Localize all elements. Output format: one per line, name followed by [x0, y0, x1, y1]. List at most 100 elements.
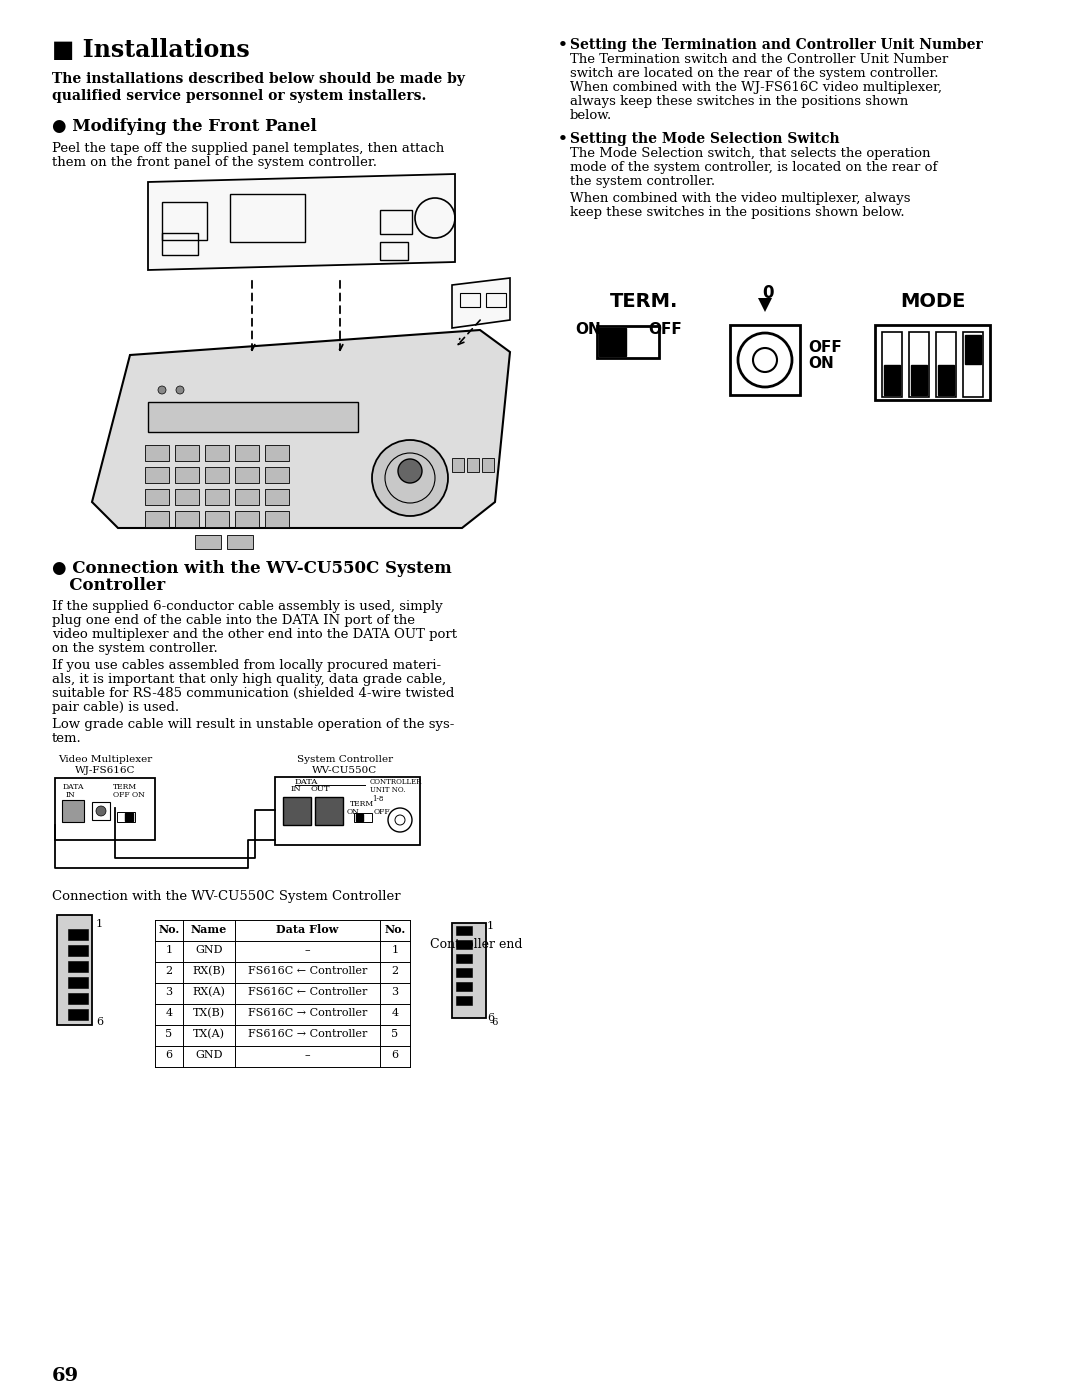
Bar: [456, 996, 472, 1004]
Bar: [909, 332, 929, 397]
Text: 1: 1: [165, 944, 173, 956]
Polygon shape: [148, 175, 455, 270]
Text: If you use cables assembled from locally procured materi-: If you use cables assembled from locally…: [52, 659, 441, 672]
Bar: [235, 446, 259, 461]
Bar: [599, 328, 626, 356]
Bar: [68, 929, 87, 940]
Circle shape: [753, 348, 777, 372]
Bar: [205, 511, 229, 527]
Bar: [966, 335, 981, 365]
Text: –: –: [305, 1051, 310, 1060]
Bar: [283, 798, 311, 826]
Text: •: •: [558, 38, 568, 52]
Text: 2: 2: [165, 965, 173, 977]
Bar: [55, 778, 156, 840]
Polygon shape: [92, 330, 510, 528]
Bar: [882, 332, 902, 397]
Text: plug one end of the cable into the DATA IN port of the: plug one end of the cable into the DATA …: [52, 615, 415, 627]
Bar: [175, 511, 199, 527]
Text: 3: 3: [165, 988, 173, 997]
Text: UNIT NO.: UNIT NO.: [370, 787, 405, 793]
Bar: [145, 467, 168, 483]
Bar: [456, 982, 472, 990]
Bar: [68, 993, 87, 1004]
Text: If the supplied 6-conductor cable assembly is used, simply: If the supplied 6-conductor cable assemb…: [52, 599, 443, 613]
Bar: [92, 802, 110, 820]
Bar: [117, 812, 135, 821]
Bar: [936, 332, 956, 397]
Text: Controller end: Controller end: [430, 937, 523, 951]
Text: ● Connection with the WV-CU550C System: ● Connection with the WV-CU550C System: [52, 560, 451, 577]
Text: 4: 4: [391, 1009, 399, 1018]
Bar: [227, 535, 253, 549]
Text: RX(B): RX(B): [192, 965, 226, 977]
Text: TERM: TERM: [350, 800, 374, 807]
Text: 6: 6: [165, 1051, 173, 1060]
Text: DATA: DATA: [63, 782, 84, 791]
Text: TERM: TERM: [113, 782, 137, 791]
Text: IN: IN: [66, 791, 76, 799]
Bar: [175, 446, 199, 461]
Text: Data Flow: Data Flow: [276, 923, 339, 935]
Bar: [68, 1009, 87, 1020]
Text: pair cable) is used.: pair cable) is used.: [52, 701, 179, 714]
Text: The installations described below should be made by: The installations described below should…: [52, 73, 465, 87]
Bar: [453, 923, 486, 1018]
Text: 4: 4: [165, 1009, 173, 1018]
Bar: [597, 326, 659, 358]
Bar: [730, 326, 800, 395]
Polygon shape: [453, 278, 510, 328]
Text: OFF: OFF: [808, 339, 841, 355]
Text: ON: ON: [575, 321, 600, 337]
Bar: [162, 203, 207, 240]
Text: always keep these switches in the positions shown: always keep these switches in the positi…: [570, 95, 908, 108]
Bar: [68, 944, 87, 956]
Text: switch are located on the rear of the system controller.: switch are located on the rear of the sy…: [570, 67, 939, 80]
Bar: [482, 458, 494, 472]
Bar: [265, 489, 289, 504]
Bar: [195, 535, 221, 549]
Text: TX(B): TX(B): [193, 1009, 225, 1018]
Text: keep these switches in the positions shown below.: keep these switches in the positions sho…: [570, 205, 905, 219]
Bar: [62, 800, 84, 821]
Bar: [939, 365, 954, 395]
Text: OUT: OUT: [310, 785, 329, 793]
Bar: [265, 511, 289, 527]
Text: When combined with the WJ-FS616C video multiplexer,: When combined with the WJ-FS616C video m…: [570, 81, 942, 94]
Bar: [275, 777, 420, 845]
Bar: [205, 467, 229, 483]
Text: qualified service personnel or system installers.: qualified service personnel or system in…: [52, 89, 427, 103]
Text: 1-8: 1-8: [372, 795, 383, 803]
Text: 69: 69: [52, 1368, 79, 1384]
Circle shape: [399, 460, 422, 483]
Bar: [235, 511, 259, 527]
Bar: [453, 458, 464, 472]
Bar: [356, 814, 363, 821]
Text: video multiplexer and the other end into the DATA OUT port: video multiplexer and the other end into…: [52, 629, 457, 641]
Text: WV-CU550C: WV-CU550C: [312, 766, 378, 775]
Bar: [235, 489, 259, 504]
Text: 0: 0: [762, 284, 773, 302]
Text: 5: 5: [165, 1030, 173, 1039]
Circle shape: [388, 807, 411, 833]
Text: 6: 6: [487, 1013, 495, 1023]
Text: 1: 1: [391, 944, 399, 956]
Text: FS616C ← Controller: FS616C ← Controller: [247, 988, 367, 997]
Bar: [265, 446, 289, 461]
Text: When combined with the video multiplexer, always: When combined with the video multiplexer…: [570, 191, 910, 205]
Text: als, it is important that only high quality, data grade cable,: als, it is important that only high qual…: [52, 673, 446, 686]
Text: ON: ON: [347, 807, 360, 816]
Text: Low grade cable will result in unstable operation of the sys-: Low grade cable will result in unstable …: [52, 718, 455, 731]
Text: the system controller.: the system controller.: [570, 175, 715, 189]
Bar: [456, 954, 472, 963]
Bar: [486, 293, 507, 307]
Bar: [145, 511, 168, 527]
Circle shape: [372, 440, 448, 515]
Text: The Termination switch and the Controller Unit Number: The Termination switch and the Controlle…: [570, 53, 948, 66]
Bar: [460, 293, 480, 307]
Text: GND: GND: [195, 944, 222, 956]
Text: IN: IN: [291, 785, 301, 793]
Text: 6: 6: [96, 1017, 103, 1027]
Text: 1: 1: [487, 921, 495, 930]
Text: on the system controller.: on the system controller.: [52, 643, 218, 655]
